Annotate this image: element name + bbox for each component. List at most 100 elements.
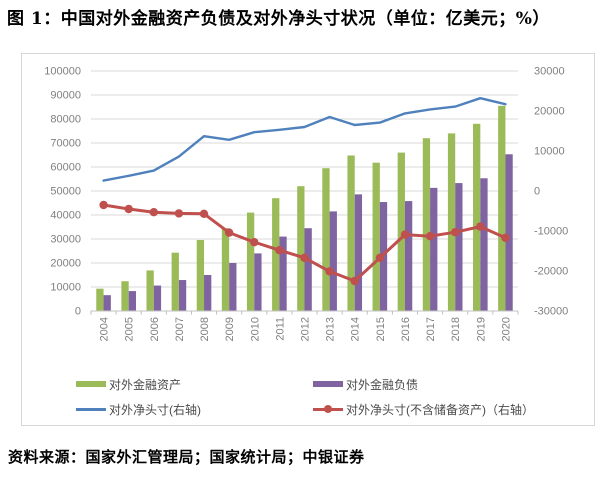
bar xyxy=(221,228,230,311)
bars-liabilities-series xyxy=(103,154,513,311)
bar xyxy=(254,253,262,311)
svg-text:2011: 2011 xyxy=(274,317,286,341)
svg-text:60000: 60000 xyxy=(50,162,81,174)
svg-text:2009: 2009 xyxy=(224,317,236,341)
legend-label-assets: 对外金融资产 xyxy=(109,377,182,392)
x-axis xyxy=(90,310,519,315)
data-point-marker xyxy=(124,204,133,214)
bar xyxy=(498,105,506,311)
svg-text:2018: 2018 xyxy=(450,317,462,341)
svg-text:2013: 2013 xyxy=(325,317,337,341)
chart-container: 0 10000 20000 30000 40000 50000 60000 70000 8000… xyxy=(21,53,595,426)
axis-labels-right: -30000 -20000 -10000 0 10000 20000 30000 xyxy=(534,66,568,318)
svg-text:50000: 50000 xyxy=(50,186,81,198)
liabilities-swatch-icon xyxy=(313,381,343,387)
svg-text:70000: 70000 xyxy=(50,138,81,150)
svg-text:10000: 10000 xyxy=(534,146,565,158)
svg-text:2005: 2005 xyxy=(124,317,136,341)
svg-text:20000: 20000 xyxy=(534,106,565,118)
x-axis-labels: 2004 2005 2006 2007 2008 2009 2010 2011 2012 2013… xyxy=(99,317,513,341)
assets-swatch-icon xyxy=(76,381,106,387)
bar xyxy=(322,168,330,311)
bar xyxy=(178,280,187,311)
bar xyxy=(153,285,162,311)
svg-text:80000: 80000 xyxy=(50,114,81,126)
data-point-marker xyxy=(325,267,334,276)
bar xyxy=(372,162,380,311)
legend-label-liabilities: 对外金融负债 xyxy=(346,377,419,392)
source-note: 资料来源：国家外汇管理局；国家统计局；中银证券 xyxy=(8,448,365,466)
data-point-marker xyxy=(476,222,485,231)
svg-text:2004: 2004 xyxy=(99,317,111,341)
bar xyxy=(229,263,237,311)
bar xyxy=(347,155,355,311)
data-point-marker xyxy=(199,209,209,218)
legend-label-net-ex-reserves: 对外净头寸(不含储备资产)（右轴） xyxy=(346,402,534,417)
bar xyxy=(473,123,481,311)
bar xyxy=(455,183,463,311)
svg-text:2014: 2014 xyxy=(350,317,362,341)
data-point-marker xyxy=(400,230,410,239)
svg-text:2019: 2019 xyxy=(475,317,487,341)
data-point-marker xyxy=(174,209,184,218)
svg-text:2006: 2006 xyxy=(149,317,161,341)
bar xyxy=(329,211,337,311)
svg-text:-30000: -30000 xyxy=(534,306,568,318)
svg-text:0: 0 xyxy=(75,306,81,318)
bar xyxy=(128,291,136,311)
svg-text:90000: 90000 xyxy=(50,90,81,102)
bar xyxy=(447,133,456,311)
data-point-marker xyxy=(350,276,359,286)
data-point-marker xyxy=(425,232,435,241)
bar xyxy=(505,154,513,311)
legend-item-net-ex-reserves: 对外净头寸(不含储备资产)（右轴） xyxy=(313,401,534,417)
line-net-ex-reserves-series xyxy=(99,200,510,286)
bar xyxy=(103,295,111,311)
data-point-marker xyxy=(250,238,259,247)
legend-item-net: 对外净头寸(右轴) xyxy=(76,401,201,417)
figure-title: 图 1：中国对外金融资产负债及对外净头寸状况（单位：亿美元；%） xyxy=(7,9,550,29)
net-line-icon xyxy=(76,404,106,414)
bar xyxy=(279,236,287,311)
svg-text:2015: 2015 xyxy=(375,317,387,341)
svg-text:2010: 2010 xyxy=(249,317,261,341)
bar xyxy=(196,239,205,311)
svg-text:2016: 2016 xyxy=(400,317,412,341)
svg-text:2012: 2012 xyxy=(300,317,312,341)
bars-assets-series xyxy=(96,105,506,311)
bar xyxy=(146,270,154,311)
bar xyxy=(297,186,305,311)
data-point-marker xyxy=(224,228,234,237)
bar xyxy=(404,201,413,311)
bar xyxy=(204,275,212,311)
svg-text:-20000: -20000 xyxy=(534,266,568,278)
legend-item-assets: 对外金融资产 xyxy=(76,376,181,392)
svg-text:10000: 10000 xyxy=(50,282,81,294)
bar xyxy=(121,281,129,311)
svg-text:2007: 2007 xyxy=(174,317,186,341)
svg-text:40000: 40000 xyxy=(50,210,81,222)
svg-text:20000: 20000 xyxy=(50,258,81,270)
svg-text:2008: 2008 xyxy=(199,317,211,341)
bar xyxy=(246,212,255,311)
data-point-marker xyxy=(275,246,284,255)
data-point-marker xyxy=(501,233,510,242)
axis-labels-left: 0 10000 20000 30000 40000 50000 60000 70000 8000… xyxy=(44,66,81,318)
svg-text:-10000: -10000 xyxy=(534,226,568,238)
bar xyxy=(422,138,431,311)
series-line xyxy=(102,97,507,182)
svg-text:30000: 30000 xyxy=(50,234,81,246)
data-point-marker xyxy=(375,253,385,262)
svg-text:2020: 2020 xyxy=(500,317,512,341)
net-ex-reserves-line-icon xyxy=(313,404,343,414)
legend-item-liabilities: 对外金融负债 xyxy=(313,376,418,392)
svg-text:30000: 30000 xyxy=(534,66,565,78)
legend-label-net: 对外净头寸(右轴) xyxy=(109,402,201,417)
svg-text:0: 0 xyxy=(534,186,540,198)
svg-text:2017: 2017 xyxy=(425,317,437,341)
bar xyxy=(304,228,312,311)
bar xyxy=(171,252,179,311)
line-net-series xyxy=(102,97,507,182)
data-point-marker xyxy=(149,208,158,217)
